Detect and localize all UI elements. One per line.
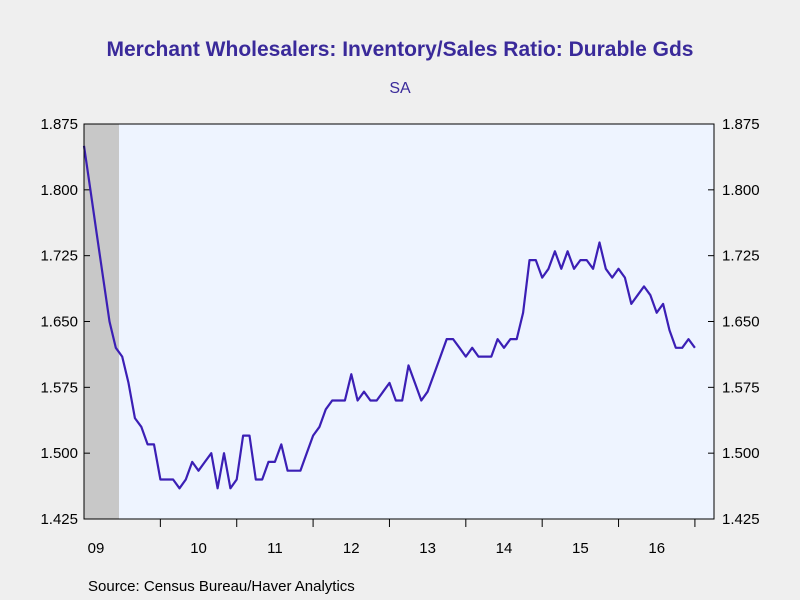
y-tick-label-right: 1.875 (722, 116, 760, 133)
y-tick-label-left: 1.650 (40, 314, 78, 331)
chart-subtitle: SA (389, 80, 411, 97)
x-tick-label: 13 (419, 540, 436, 557)
y-tick-label-left: 1.500 (40, 445, 78, 462)
source-note: Source: Census Bureau/Haver Analytics (88, 578, 355, 595)
x-tick-label: 11 (267, 540, 283, 557)
y-tick-label-left: 1.575 (40, 379, 78, 396)
y-tick-label-left: 1.800 (40, 182, 78, 199)
series-line (82, 145, 696, 490)
x-tick-label: 14 (496, 540, 513, 557)
y-tick-label-right: 1.425 (722, 511, 760, 528)
x-tick-label: 10 (190, 540, 207, 557)
x-tick-label: 15 (572, 540, 589, 557)
x-tick-label: 09 (88, 540, 105, 557)
x-tick-label: 16 (648, 540, 665, 557)
plot-border (83, 123, 715, 520)
y-tick-label-left: 1.425 (40, 511, 78, 528)
chart-title: Merchant Wholesalers: Inventory/Sales Ra… (106, 38, 694, 61)
y-tick-label-right: 1.725 (722, 248, 760, 265)
x-tick-label: 12 (343, 540, 360, 557)
y-tick-label-right: 1.500 (722, 445, 760, 462)
y-tick-label-right: 1.800 (722, 182, 760, 199)
y-tick-label-right: 1.575 (722, 379, 760, 396)
y-tick-label-right: 1.650 (722, 314, 760, 331)
y-tick-label-left: 1.725 (40, 248, 78, 265)
y-tick-label-left: 1.875 (40, 116, 78, 133)
plot-area (84, 124, 714, 519)
